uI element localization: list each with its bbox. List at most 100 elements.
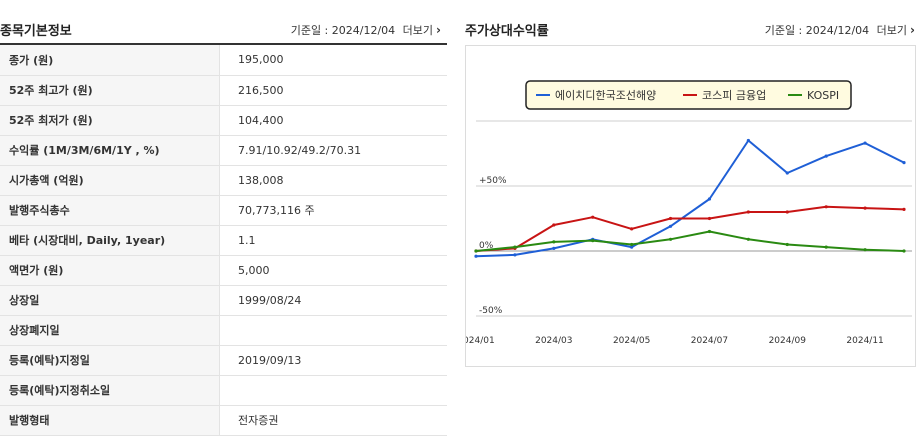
y-tick-label: +50% [479, 176, 507, 186]
series-point [668, 224, 673, 228]
info-row-value: 5,000 [219, 255, 447, 286]
basic-info-header: 종목기본정보 기준일 : 2024/12/04 더보기 › [0, 0, 447, 40]
info-row-label: 52주 최저가 (원) [0, 105, 220, 136]
info-row-value: 1.1 [219, 225, 447, 256]
info-row-label: 베타 (시장대비, Daily, 1year) [0, 225, 220, 256]
info-row-value: 216,500 [219, 75, 447, 106]
series-point [552, 246, 556, 250]
info-row-value: 104,400 [219, 105, 447, 136]
info-row-value: 전자증권 [219, 405, 447, 436]
info-row: 액면가 (원) 5,000 [0, 255, 447, 286]
series-point [746, 237, 750, 241]
info-row-label: 등록(예탁)지정취소일 [0, 375, 220, 406]
info-row-value [219, 375, 447, 406]
legend-label: 코스피 금융업 [702, 89, 766, 102]
relative-return-header: 주가상대수익률 기준일 : 2024/12/04 더보기 › [465, 0, 921, 40]
relative-return-date-link[interactable]: 기준일 : 2024/12/04 더보기 › [765, 22, 915, 38]
series-point [707, 216, 712, 221]
series-line [475, 205, 905, 252]
series-line [475, 139, 905, 258]
basic-info-table: 종가 (원) 195,000 52주 최고가 (원) 216,500 52주 최저가 (… [0, 45, 447, 436]
x-tick-label: 2024/03 [535, 336, 572, 346]
info-row-label: 상장일 [0, 285, 220, 316]
y-tick-label: -50% [479, 306, 503, 316]
series-point [668, 216, 673, 221]
series-line [475, 230, 905, 252]
relative-return-chart-box: +50% 0% -50% 2024/01 2024/03 2024/05 2024/07 20… [457, 45, 916, 367]
relative-return-more-label[interactable]: 더보기 [876, 24, 908, 37]
chevron-right-icon[interactable]: › [910, 23, 915, 37]
series-point [630, 242, 634, 247]
legend-label: 에이치디한국조선해양 [555, 88, 656, 102]
series-point [552, 223, 556, 227]
series-point [630, 245, 634, 249]
relative-return-title: 주가상대수익률 [465, 24, 549, 39]
info-row-label: 발행형태 [0, 405, 220, 436]
basic-info-top-rule [0, 43, 447, 45]
series-point [863, 141, 867, 145]
info-row-value [219, 315, 447, 346]
series-point [513, 245, 517, 249]
series-point [513, 253, 517, 257]
x-tick-label: 2024/11 [846, 336, 883, 346]
info-row-label: 시가총액 (억원) [0, 165, 220, 196]
series-point [746, 210, 750, 214]
legend-label: KOSPI [807, 89, 839, 102]
x-tick-label: 2024/09 [769, 336, 807, 346]
info-row: 수익률 (1M/3M/6M/1Y , %) 7.91/10.92/49.2/70.… [0, 135, 447, 166]
y-tick-label: 0% [479, 241, 494, 251]
series-point [591, 239, 595, 243]
x-tick-label: 2024/07 [691, 336, 728, 346]
info-row-label: 종가 (원) [0, 45, 220, 76]
series-point [746, 138, 750, 143]
basic-info-more-label[interactable]: 더보기 [402, 24, 434, 37]
info-row: 52주 최저가 (원) 104,400 [0, 105, 447, 136]
info-row-label: 상장폐지일 [0, 315, 220, 346]
series-point [785, 242, 789, 247]
series-point [474, 249, 478, 253]
series-point [707, 229, 712, 234]
info-row: 등록(예탁)지정일 2019/09/13 [0, 345, 447, 376]
series-point [902, 161, 906, 165]
series-point [630, 227, 634, 231]
info-row: 시가총액 (억원) 138,008 [0, 165, 447, 196]
series-point [785, 210, 789, 214]
info-row: 상장일 1999/08/24 [0, 285, 447, 316]
basic-info-panel: 종목기본정보 기준일 : 2024/12/04 더보기 › 종가 (원) 195,0… [0, 0, 447, 446]
x-tick-label: 2024/01 [466, 336, 495, 346]
info-row-label: 액면가 (원) [0, 255, 220, 286]
series-point [824, 205, 828, 209]
series-point [668, 237, 673, 241]
info-row-value: 7.91/10.92/49.2/70.31 [219, 135, 447, 166]
series-point [707, 197, 712, 201]
series-point [863, 248, 867, 252]
basic-info-title: 종목기본정보 [0, 24, 72, 39]
series-point [824, 245, 828, 249]
basic-info-date-link[interactable]: 기준일 : 2024/12/04 더보기 › [291, 22, 441, 38]
series-point [591, 215, 595, 219]
info-row: 베타 (시장대비, Daily, 1year) 1.1 [0, 225, 447, 256]
series-point [824, 154, 828, 158]
info-row: 발행형태 전자증권 [0, 405, 447, 436]
info-row-label: 52주 최고가 (원) [0, 75, 220, 106]
info-row: 종가 (원) 195,000 [0, 45, 447, 76]
chevron-right-icon[interactable]: › [436, 23, 441, 37]
series-point [474, 254, 478, 258]
info-row: 등록(예탁)지정취소일 [0, 375, 447, 406]
series-point [863, 206, 867, 210]
series-point [902, 207, 906, 211]
relative-return-date: 기준일 : 2024/12/04 [764, 24, 870, 37]
series-point [785, 171, 789, 175]
series-point [552, 240, 556, 244]
x-tick-label: 2024/05 [613, 336, 650, 346]
info-row-value: 138,008 [219, 165, 447, 196]
info-row: 상장폐지일 [0, 315, 447, 346]
relative-return-chart: +50% 0% -50% 2024/01 2024/03 2024/05 2024/07 20… [457, 80, 912, 346]
info-row-label: 등록(예탁)지정일 [0, 345, 220, 376]
info-row-value: 70,773,116 주 [219, 195, 447, 226]
series-point [902, 249, 906, 253]
relative-return-panel: 주가상대수익률 기준일 : 2024/12/04 더보기 › +50% 0% -50%… [457, 0, 921, 446]
info-row: 52주 최고가 (원) 216,500 [0, 75, 447, 106]
info-row-value: 2019/09/13 [219, 345, 447, 376]
info-row-value: 195,000 [219, 45, 447, 76]
